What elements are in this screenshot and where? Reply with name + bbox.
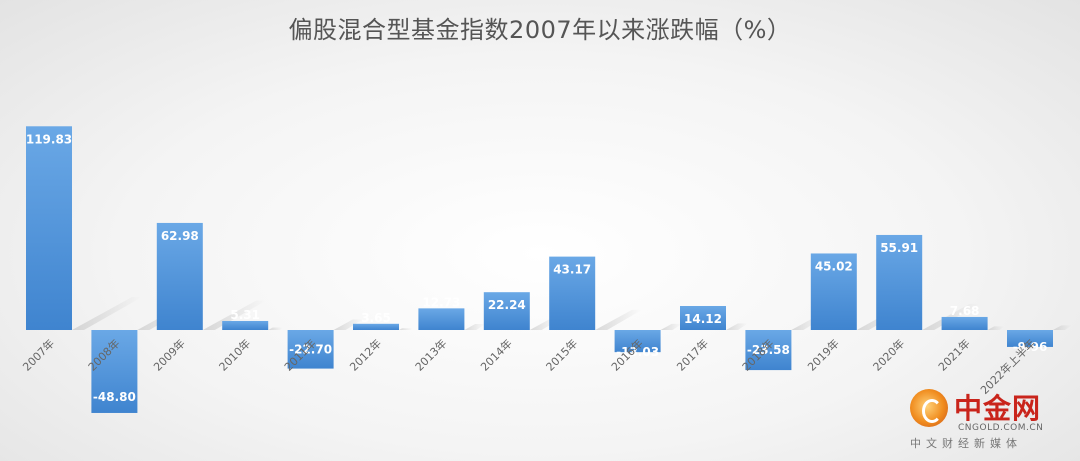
bar-shadow: [726, 323, 749, 330]
value-label: 3.65: [361, 311, 391, 325]
category-tick-label: 2007年: [20, 336, 57, 373]
bar-shadow: [268, 327, 283, 330]
bar-shadow: [1053, 325, 1072, 330]
value-labels: 119.83 -48.80 62.98 5.31 -22.70 3.65 12.73 22.2…: [26, 132, 1047, 404]
bar-2017年: [680, 305, 726, 330]
bar-2019年: [810, 253, 857, 330]
bar-2021年: [941, 316, 988, 330]
bar-2012年: [353, 323, 399, 330]
bar-2010年: [222, 320, 269, 330]
bar-shadow: [72, 297, 142, 330]
watermark-brand: 中金网: [954, 392, 1042, 425]
value-label: 5.31: [230, 308, 260, 322]
value-label: 62.98: [161, 229, 199, 243]
category-tick-label: 2012年: [347, 336, 384, 373]
bar-shadow: [333, 319, 363, 330]
watermark-logo: 中金网 CNGOLD.COM.CN 中文财经新媒体: [906, 385, 1066, 451]
value-label: 55.91: [880, 241, 918, 255]
value-label: -23.58: [747, 343, 790, 357]
category-tick-label: 2009年: [150, 336, 187, 373]
bar-2009年: [156, 222, 203, 330]
bar-shadow: [464, 324, 486, 330]
value-label: -48.80: [93, 390, 136, 404]
bar-2015年: [549, 256, 596, 330]
value-label: 119.83: [26, 132, 72, 146]
value-label: 12.73: [422, 295, 460, 309]
chart-title: 偏股混合型基金指数2007年以来涨跌幅（%）: [288, 16, 792, 44]
bar-2013年: [418, 308, 465, 330]
value-label: 45.02: [815, 259, 853, 273]
bar-2007年: [26, 126, 72, 330]
value-label: -9.96: [1013, 340, 1048, 354]
category-tick-label: 2014年: [477, 336, 514, 373]
bars: [26, 126, 1053, 413]
watermark-domain: CNGOLD.COM.CN: [958, 423, 1044, 433]
bar-2018年: [745, 330, 792, 371]
value-label: 7.68: [950, 304, 980, 318]
watermark-slogan: 中文财经新媒体: [910, 437, 1022, 450]
category-tick-label: 2019年: [804, 336, 841, 373]
category-tick-label: 2013年: [412, 336, 449, 373]
bar-shadow: [595, 309, 642, 330]
coin-logo-icon: [910, 389, 948, 427]
bar-2022年上半年: [1007, 330, 1053, 347]
bar-shadow: [987, 326, 1005, 330]
value-label: 14.12: [684, 312, 722, 326]
bar-2014年: [483, 292, 530, 330]
value-label: -22.70: [289, 342, 332, 356]
bar-shadow: [399, 328, 413, 330]
category-tick-label: 2015年: [543, 336, 580, 373]
value-label: 43.17: [553, 263, 591, 277]
category-tick-label: 2021年: [935, 336, 972, 373]
value-label: 22.24: [488, 298, 526, 312]
bar-shadow: [660, 323, 682, 330]
bar-shadow: [922, 303, 980, 330]
value-label: -13.03: [616, 345, 659, 359]
category-tick-label: 2020年: [870, 336, 907, 373]
category-tick-labels: 2007年 2008年 2009年 2010年 2011年 2012年 2013年 2014年…: [20, 336, 1038, 397]
bar-shadow: [202, 300, 267, 330]
bar-2020年: [876, 234, 923, 330]
bar-2016年: [614, 330, 661, 353]
bar-2011年: [287, 330, 334, 369]
category-tick-label: 2010年: [216, 336, 253, 373]
bar-2008年: [91, 330, 138, 413]
category-tick-label: 2017年: [674, 336, 711, 373]
